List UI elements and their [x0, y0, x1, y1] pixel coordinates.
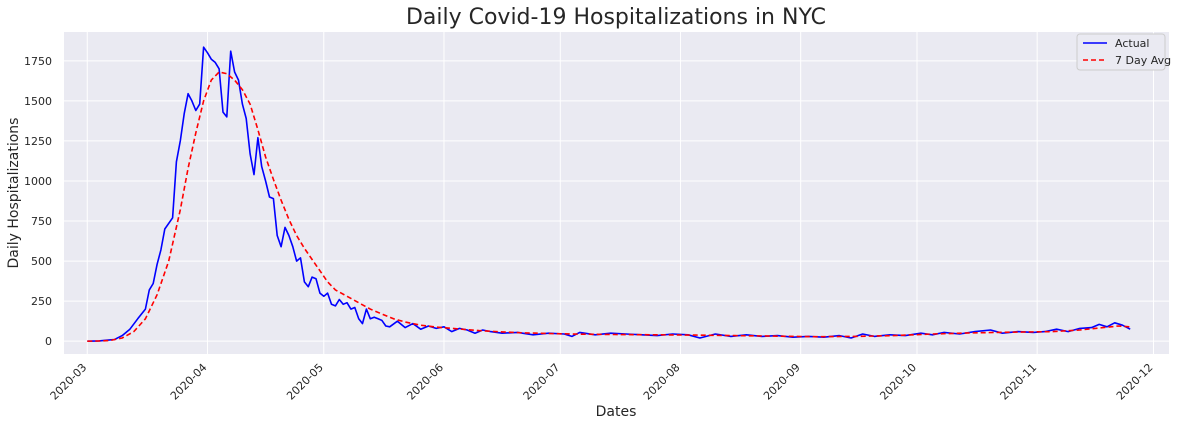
series-line-actual [87, 46, 1131, 342]
y-tick-label: 1750 [24, 55, 52, 68]
y-tick-label: 750 [31, 215, 52, 228]
y-tick-labels: 0 250 500 750 1000 1250 1500 1750 [24, 55, 52, 348]
y-axis-label: Daily Hospitalizations [6, 118, 22, 269]
legend-label-actual: Actual [1115, 37, 1149, 50]
chart-title: Daily Covid-19 Hospitalizations in NYC [406, 5, 826, 30]
plot-area [64, 32, 1169, 354]
series-layer [87, 46, 1131, 342]
series-line-7-day-avg [87, 71, 1131, 342]
legend-label-7-day-avg: 7 Day Avg [1115, 54, 1171, 67]
y-tick-label: 1500 [24, 95, 52, 108]
y-tick-label: 250 [31, 295, 52, 308]
x-axis-label: Dates [596, 404, 637, 420]
legend: Actual 7 Day Avg [1076, 33, 1171, 71]
y-tick-label: 500 [31, 255, 52, 268]
y-tick-label: 1000 [24, 175, 52, 188]
y-tick-label: 0 [45, 335, 52, 348]
y-tick-label: 1250 [24, 135, 52, 148]
